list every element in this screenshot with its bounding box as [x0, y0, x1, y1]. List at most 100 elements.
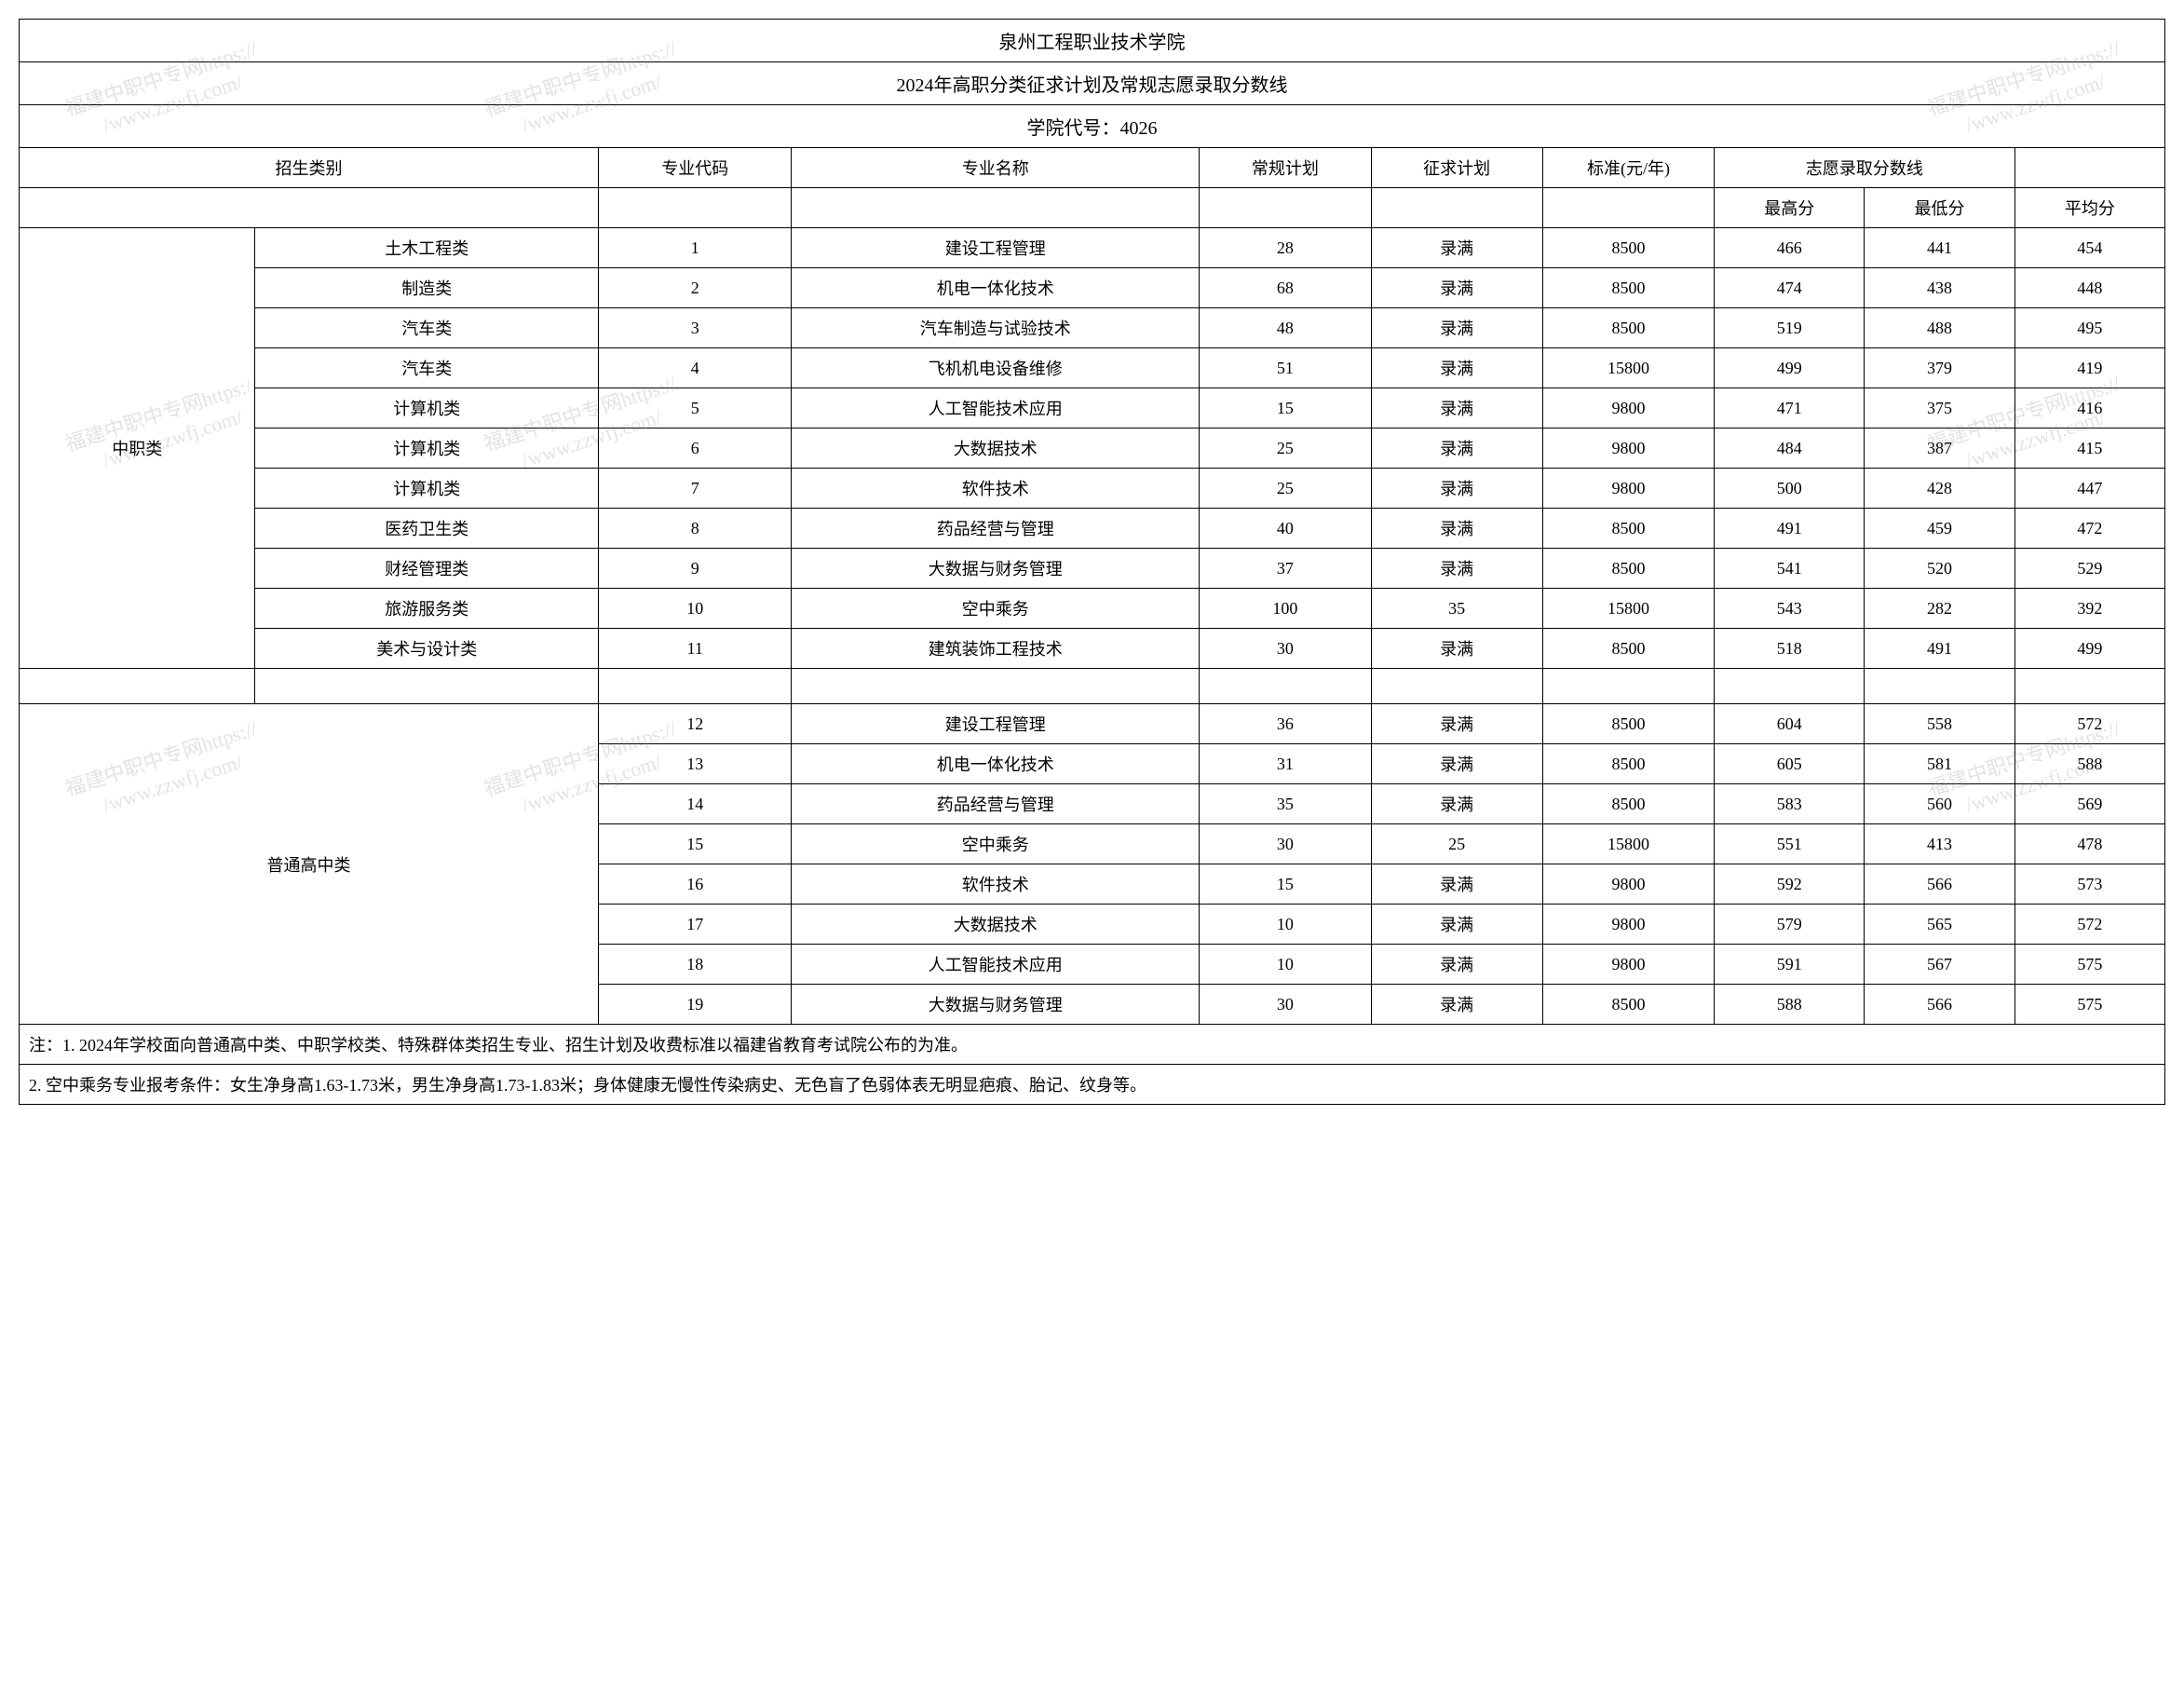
max-cell: 605 [1715, 744, 1865, 784]
req-cell: 录满 [1371, 864, 1542, 905]
plan-cell: 15 [1200, 864, 1371, 905]
code-cell: 10 [599, 589, 792, 629]
min-cell: 491 [1865, 629, 2014, 669]
avg-cell: 575 [2014, 985, 2164, 1025]
fee-cell: 9800 [1542, 864, 1714, 905]
subcategory-cell: 计算机类 [255, 429, 599, 469]
major-cell: 大数据技术 [792, 905, 1200, 945]
avg-cell: 573 [2014, 864, 2164, 905]
subcategory-cell: 计算机类 [255, 469, 599, 509]
max-cell: 541 [1715, 549, 1865, 589]
plan-cell: 100 [1200, 589, 1371, 629]
req-cell: 录满 [1371, 348, 1542, 388]
max-cell: 466 [1715, 228, 1865, 268]
req-cell: 录满 [1371, 704, 1542, 744]
col-score-header: 志愿录取分数线 [1715, 148, 2015, 188]
min-cell: 560 [1865, 784, 2014, 824]
avg-cell: 448 [2014, 268, 2164, 308]
min-cell: 558 [1865, 704, 2014, 744]
spacer-row [20, 669, 2165, 704]
major-cell: 药品经营与管理 [792, 509, 1200, 549]
header-row-1: 招生类别 专业代码 专业名称 常规计划 征求计划 标准(元/年) 志愿录取分数线 [20, 148, 2165, 188]
max-cell: 484 [1715, 429, 1865, 469]
max-cell: 499 [1715, 348, 1865, 388]
max-cell: 543 [1715, 589, 1865, 629]
fee-cell: 8500 [1542, 509, 1714, 549]
code-cell: 8 [599, 509, 792, 549]
table-row: 制造类2机电一体化技术68录满8500474438448 [20, 268, 2165, 308]
table-row: 美术与设计类11建筑装饰工程技术30录满8500518491499 [20, 629, 2165, 669]
major-cell: 建筑装饰工程技术 [792, 629, 1200, 669]
fee-cell: 15800 [1542, 824, 1714, 864]
avg-cell: 575 [2014, 945, 2164, 985]
major-cell: 机电一体化技术 [792, 744, 1200, 784]
max-cell: 592 [1715, 864, 1865, 905]
col-major-code: 专业代码 [599, 148, 792, 188]
min-cell: 459 [1865, 509, 2014, 549]
avg-cell: 588 [2014, 744, 2164, 784]
col-blank [2014, 148, 2164, 188]
min-cell: 413 [1865, 824, 2014, 864]
code-cell: 14 [599, 784, 792, 824]
min-cell: 581 [1865, 744, 2014, 784]
code-cell: 5 [599, 388, 792, 429]
major-cell: 建设工程管理 [792, 704, 1200, 744]
code-cell: 19 [599, 985, 792, 1025]
max-cell: 551 [1715, 824, 1865, 864]
major-cell: 空中乘务 [792, 824, 1200, 864]
code-row: 学院代号：4026 [20, 105, 2165, 148]
plan-cell: 68 [1200, 268, 1371, 308]
max-cell: 491 [1715, 509, 1865, 549]
col-request-plan: 征求计划 [1371, 148, 1542, 188]
major-cell: 大数据与财务管理 [792, 985, 1200, 1025]
min-cell: 566 [1865, 985, 2014, 1025]
major-cell: 大数据与财务管理 [792, 549, 1200, 589]
subcategory-cell: 汽车类 [255, 308, 599, 348]
fee-cell: 8500 [1542, 985, 1714, 1025]
major-cell: 飞机机电设备维修 [792, 348, 1200, 388]
plan-cell: 36 [1200, 704, 1371, 744]
min-cell: 488 [1865, 308, 2014, 348]
table-row: 计算机类7软件技术25录满9800500428447 [20, 469, 2165, 509]
col-avg: 平均分 [2014, 188, 2164, 228]
major-cell: 建设工程管理 [792, 228, 1200, 268]
plan-cell: 35 [1200, 784, 1371, 824]
avg-cell: 569 [2014, 784, 2164, 824]
plan-cell: 31 [1200, 744, 1371, 784]
fee-cell: 8500 [1542, 268, 1714, 308]
table-row: 计算机类5人工智能技术应用15录满9800471375416 [20, 388, 2165, 429]
req-cell: 25 [1371, 824, 1542, 864]
category-cell: 中职类 [20, 228, 255, 669]
plan-cell: 30 [1200, 985, 1371, 1025]
max-cell: 588 [1715, 985, 1865, 1025]
subtitle: 2024年高职分类征求计划及常规志愿录取分数线 [20, 62, 2165, 105]
plan-cell: 30 [1200, 824, 1371, 864]
code-cell: 2 [599, 268, 792, 308]
subcategory-cell: 旅游服务类 [255, 589, 599, 629]
admission-score-table: 泉州工程职业技术学院 2024年高职分类征求计划及常规志愿录取分数线 学院代号：… [19, 19, 2165, 1105]
fee-cell: 8500 [1542, 744, 1714, 784]
min-cell: 379 [1865, 348, 2014, 388]
req-cell: 录满 [1371, 388, 1542, 429]
col-min: 最低分 [1865, 188, 2014, 228]
plan-cell: 51 [1200, 348, 1371, 388]
req-cell: 录满 [1371, 784, 1542, 824]
fee-cell: 9800 [1542, 945, 1714, 985]
major-cell: 大数据技术 [792, 429, 1200, 469]
col-regular-plan: 常规计划 [1200, 148, 1371, 188]
category-cell: 普通高中类 [20, 704, 599, 1025]
avg-cell: 572 [2014, 905, 2164, 945]
table-row: 旅游服务类10空中乘务1003515800543282392 [20, 589, 2165, 629]
fee-cell: 8500 [1542, 549, 1714, 589]
plan-cell: 15 [1200, 388, 1371, 429]
req-cell: 录满 [1371, 744, 1542, 784]
req-cell: 录满 [1371, 228, 1542, 268]
code-cell: 18 [599, 945, 792, 985]
major-cell: 软件技术 [792, 864, 1200, 905]
fee-cell: 9800 [1542, 388, 1714, 429]
fee-cell: 8500 [1542, 228, 1714, 268]
code-cell: 17 [599, 905, 792, 945]
fee-cell: 9800 [1542, 429, 1714, 469]
code-cell: 12 [599, 704, 792, 744]
subcategory-cell: 制造类 [255, 268, 599, 308]
